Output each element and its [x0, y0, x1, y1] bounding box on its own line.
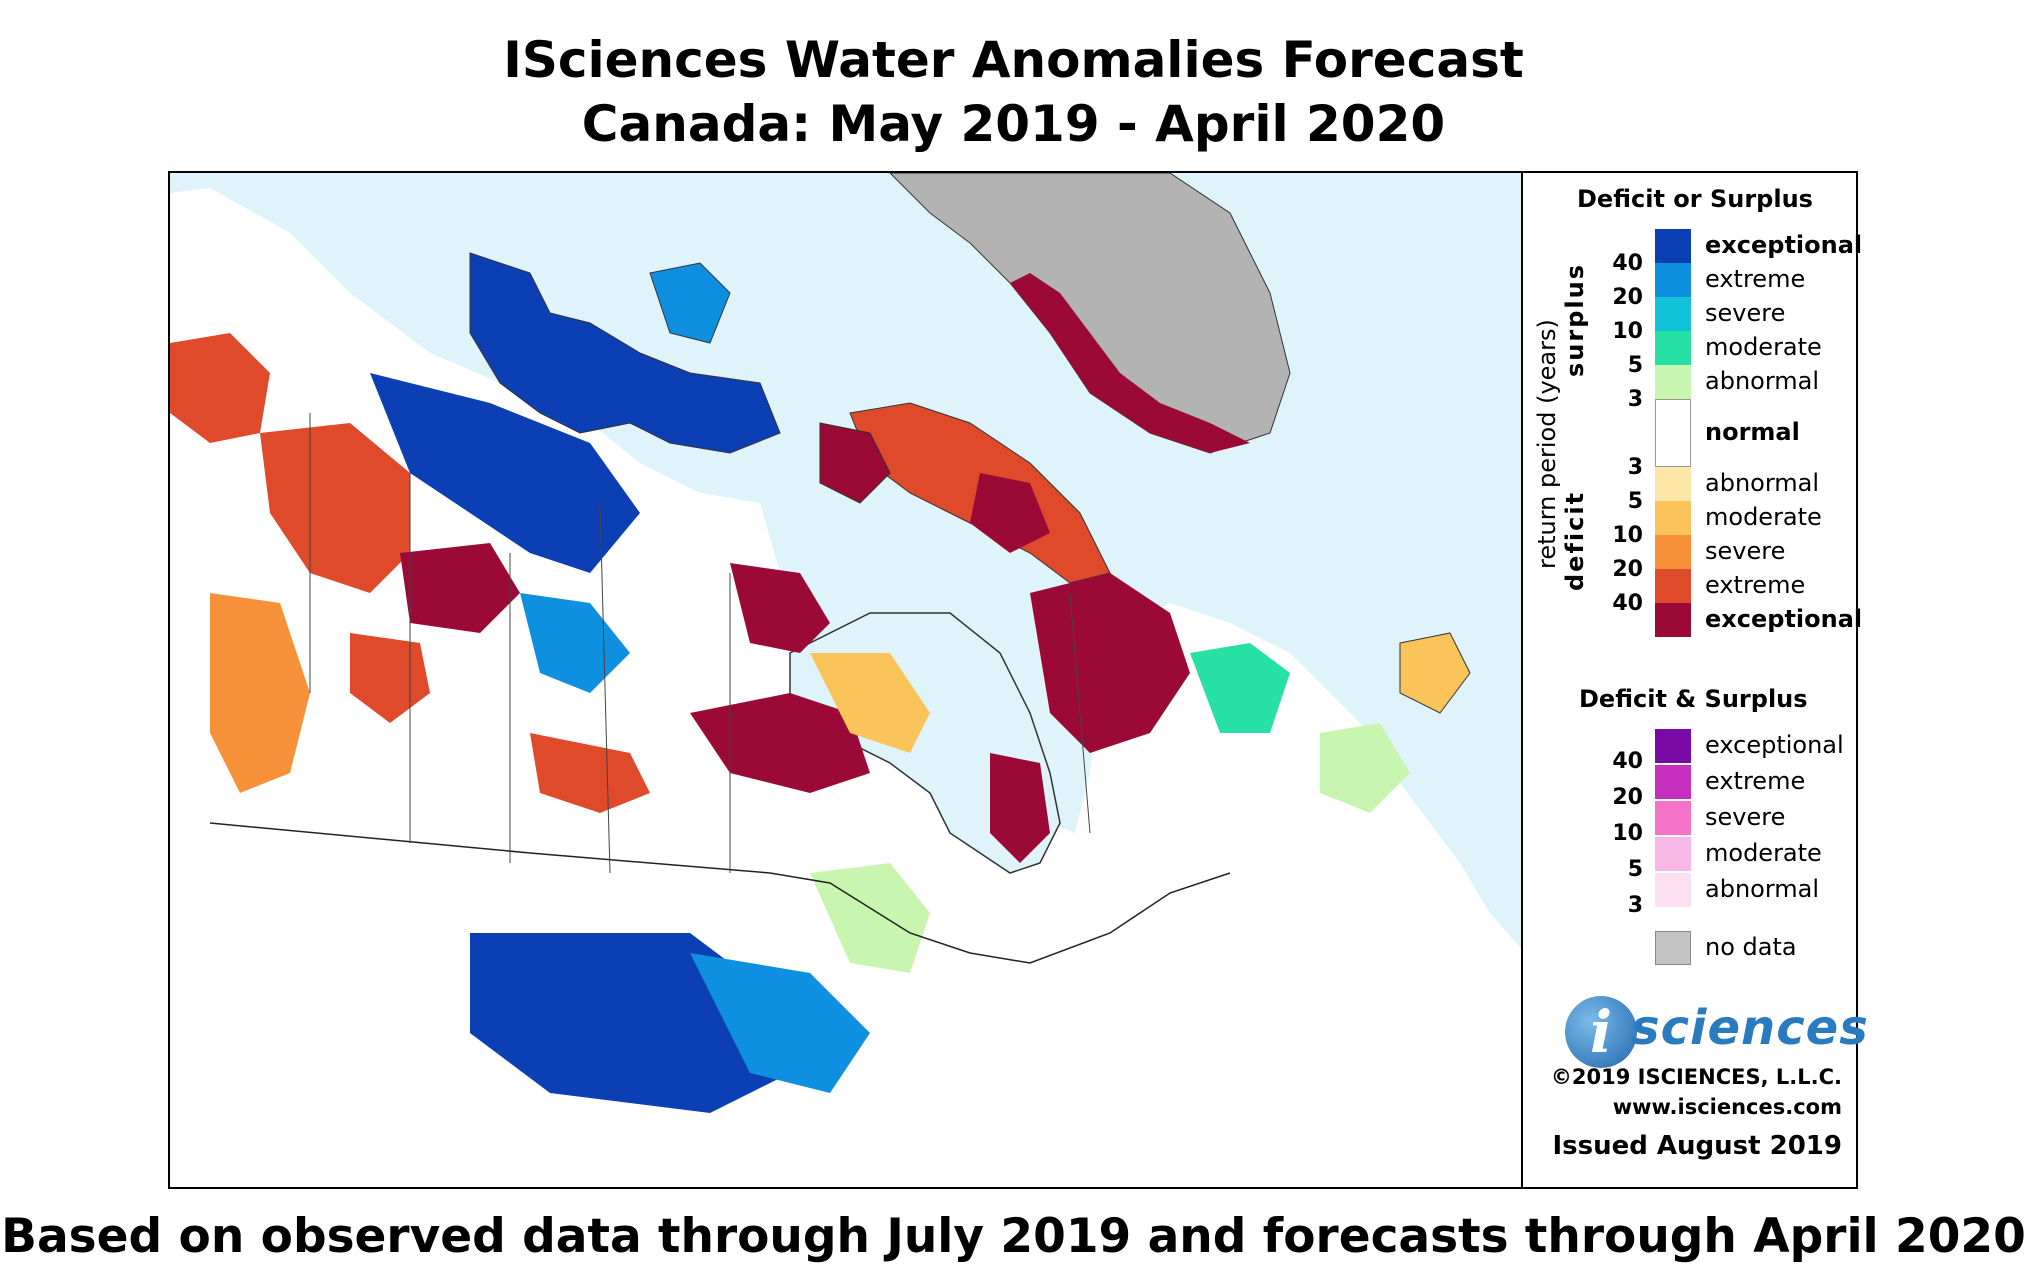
swatch-deficit-severe	[1655, 535, 1691, 569]
label-no-data: no data	[1705, 933, 1797, 961]
title-block: ISciences Water Anomalies Forecast Canad…	[0, 28, 2027, 156]
label-deficit-extreme: extreme	[1705, 571, 1806, 599]
swatch-surplus-moderate	[1655, 331, 1691, 365]
legend-surplus-label: surplus	[1561, 263, 1589, 377]
label-surplus-exceptional: exceptional	[1705, 231, 1863, 259]
tick-deficit-10: 10	[1612, 523, 1643, 548]
yukon-deficit	[260, 423, 410, 593]
label-surplus-severe: severe	[1705, 299, 1786, 327]
nunavut-surplus	[370, 373, 640, 573]
label-surplus-moderate: moderate	[1705, 333, 1822, 361]
legend-deficit-label: deficit	[1561, 490, 1589, 591]
footer-note: Based on observed data through July 2019…	[1, 1209, 2026, 1264]
legend-heading-deficit-and-surplus: Deficit & Surplus	[1579, 685, 1808, 713]
canada-water-anomaly-map	[170, 173, 1521, 1187]
map-title: ISciences Water Anomalies Forecast	[503, 31, 1524, 89]
label-both-abnormal: abnormal	[1705, 875, 1820, 903]
logo-wordmark: sciences	[1631, 1000, 1869, 1056]
southampton-island	[819, 422, 891, 504]
swatch-deficit-moderate	[1655, 501, 1691, 535]
label-deficit-abnormal: abnormal	[1705, 469, 1820, 497]
swatch-normal	[1655, 399, 1691, 467]
kivalliq-deficit	[730, 563, 830, 653]
legend-axis-label: return period (years)	[1533, 319, 1561, 569]
quebec-south-deficit	[990, 753, 1050, 863]
greenland	[889, 173, 1291, 454]
tick-surplus-20: 20	[1612, 285, 1643, 310]
legend-heading-deficit-or-surplus: Deficit or Surplus	[1577, 185, 1813, 213]
quebec-exceptional-deficit	[1030, 573, 1190, 753]
newfoundland	[1399, 632, 1471, 714]
swatch-deficit-abnormal	[1655, 467, 1691, 501]
isciences-logo: i sciences	[1543, 988, 1868, 1078]
issued-date: Issued August 2019	[1552, 1131, 1842, 1161]
swatch-deficit-exceptional	[1655, 603, 1691, 637]
swatch-both-extreme	[1655, 765, 1691, 799]
tick-deficit-20: 20	[1612, 557, 1643, 582]
tick-both-10: 10	[1612, 821, 1643, 846]
label-deficit-exceptional: exceptional	[1705, 605, 1863, 633]
great-lakes-region	[810, 863, 930, 973]
bc-deficit	[210, 593, 310, 793]
label-normal: normal	[1705, 418, 1800, 446]
tick-both-40: 40	[1612, 749, 1643, 774]
baffin-exceptional	[970, 473, 1050, 553]
label-both-severe: severe	[1705, 803, 1786, 831]
tick-both-5: 5	[1627, 857, 1643, 882]
prairie-deficit	[530, 733, 650, 813]
arctic-islands-surplus	[469, 252, 781, 454]
label-both-moderate: moderate	[1705, 839, 1822, 867]
swatch-surplus-abnormal	[1655, 365, 1691, 399]
swatch-deficit-extreme	[1655, 569, 1691, 603]
us-midwest-surplus	[690, 953, 870, 1093]
tick-surplus-10: 10	[1612, 319, 1643, 344]
label-surplus-extreme: extreme	[1705, 265, 1806, 293]
ellesmere-surplus	[649, 262, 731, 344]
label-deficit-severe: severe	[1705, 537, 1786, 565]
northern-ontario-deficit	[690, 693, 870, 793]
tick-both-20: 20	[1612, 785, 1643, 810]
nwt-exceptional-deficit	[400, 543, 520, 633]
maritimes-surplus	[1320, 723, 1410, 813]
swatch-surplus-severe	[1655, 297, 1691, 331]
alaska-deficit	[170, 333, 270, 443]
ontario-moderate-deficit	[810, 653, 930, 753]
tick-both-3: 3	[1627, 893, 1643, 918]
labrador-surplus	[1190, 643, 1290, 733]
map-subtitle: Canada: May 2019 - April 2020	[581, 95, 1446, 153]
central-surplus	[520, 593, 630, 693]
greenland-coast-deficit	[1010, 273, 1250, 453]
tick-surplus-40: 40	[1612, 251, 1643, 276]
map-panel[interactable]	[168, 171, 1523, 1189]
swatch-surplus-exceptional	[1655, 229, 1691, 263]
label-deficit-moderate: moderate	[1705, 503, 1822, 531]
label-both-extreme: extreme	[1705, 767, 1806, 795]
swatch-both-severe	[1655, 801, 1691, 835]
swatch-both-exceptional	[1655, 729, 1691, 763]
swatch-surplus-extreme	[1655, 263, 1691, 297]
tick-deficit-3: 3	[1627, 455, 1643, 480]
swatch-no-data	[1655, 931, 1691, 965]
swatch-both-abnormal	[1655, 873, 1691, 907]
tick-surplus-3: 3	[1627, 387, 1643, 412]
province-boundaries	[309, 413, 1091, 874]
canada-us-border	[209, 822, 1231, 964]
website-link[interactable]: www.isciences.com	[1612, 1095, 1842, 1119]
logo-i-mark: i	[1565, 996, 1637, 1068]
label-both-exceptional: exceptional	[1705, 731, 1844, 759]
legend-panel: Deficit or Surplus return period (years)…	[1523, 171, 1868, 1189]
tick-deficit-40: 40	[1612, 591, 1643, 616]
tick-surplus-5: 5	[1627, 353, 1643, 378]
copyright-text: ©2019 ISCIENCES, L.L.C.	[1550, 1065, 1842, 1089]
swatch-both-moderate	[1655, 837, 1691, 871]
tick-deficit-5: 5	[1627, 489, 1643, 514]
label-surplus-abnormal: abnormal	[1705, 367, 1820, 395]
